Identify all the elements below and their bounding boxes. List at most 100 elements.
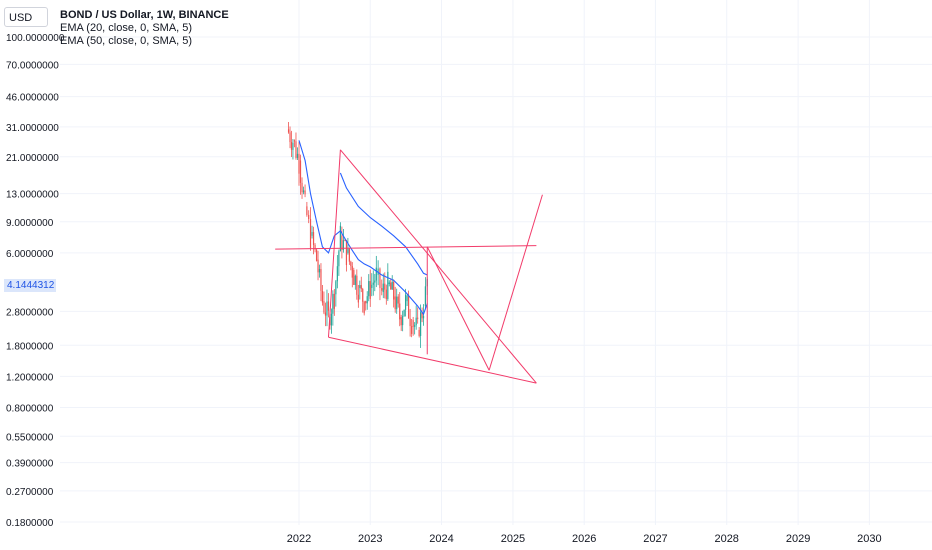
time-axis: 2022 2023 2024 2025 2026 2027 2028 2029 2030 xyxy=(287,533,882,545)
candle-body xyxy=(422,315,425,319)
candle-body xyxy=(335,281,337,295)
candle-body xyxy=(289,132,291,143)
chart-legend: BOND / US Dollar, 1W, BINANCE EMA (20, c… xyxy=(60,9,229,48)
candle-body xyxy=(345,240,348,266)
candle-body xyxy=(359,285,361,288)
candle-body xyxy=(327,301,330,311)
candle-body xyxy=(315,249,318,261)
candle-body xyxy=(400,317,402,326)
candle-body xyxy=(347,248,349,253)
candle-body xyxy=(341,235,343,250)
x-tick-label: 2027 xyxy=(643,533,667,545)
y-tick-label: 70.0000000 xyxy=(6,60,59,71)
candle-body xyxy=(384,283,386,290)
candle-body xyxy=(396,296,398,310)
trendline[interactable] xyxy=(275,245,537,250)
x-tick-label: 2025 xyxy=(501,533,525,545)
candle-body xyxy=(402,316,404,326)
y-tick-label: 21.0000000 xyxy=(6,153,59,164)
candle-body xyxy=(390,282,392,290)
candle-body xyxy=(408,295,410,319)
grid xyxy=(60,0,932,525)
candles xyxy=(287,122,428,348)
candle-body xyxy=(348,248,350,262)
candle-body xyxy=(292,142,294,150)
trendline[interactable] xyxy=(340,149,537,384)
candle-body xyxy=(314,244,316,250)
candle-body xyxy=(356,275,358,295)
candle-body xyxy=(323,301,325,313)
candle-body xyxy=(320,269,322,291)
trendline[interactable] xyxy=(327,149,341,338)
candle-body xyxy=(375,267,377,281)
x-tick-label: 2022 xyxy=(287,533,311,545)
candle-body xyxy=(308,214,310,219)
current-price-label: 4.1444312 xyxy=(4,279,56,292)
candle-body xyxy=(411,326,413,334)
candle-body xyxy=(339,225,341,252)
candle-body xyxy=(306,206,308,215)
candle-body xyxy=(387,271,389,300)
candle-body xyxy=(336,266,338,282)
candle-body xyxy=(302,190,305,193)
trendline[interactable] xyxy=(488,194,543,371)
trendlines xyxy=(275,149,543,384)
y-tick-label: 9.0000000 xyxy=(6,218,54,229)
candle-body xyxy=(393,281,395,300)
candle-body xyxy=(391,281,393,290)
candle-body xyxy=(360,285,362,289)
candle-body xyxy=(353,270,355,285)
candle-body xyxy=(299,160,302,183)
candle-body xyxy=(385,289,387,300)
candle-body xyxy=(417,317,419,319)
y-tick-label: 0.3900000 xyxy=(6,459,54,470)
candle-body xyxy=(415,317,417,326)
candle-body xyxy=(333,293,335,309)
candle-body xyxy=(357,294,359,303)
currency-selector[interactable]: USD xyxy=(4,7,48,27)
candle-body xyxy=(371,284,373,288)
y-tick-label: 31.0000000 xyxy=(6,123,59,134)
candle-body xyxy=(368,281,370,297)
ema20-legend[interactable]: EMA (20, close, 0, SMA, 5) xyxy=(60,22,193,34)
ema-line-1 xyxy=(339,172,428,276)
candle-body xyxy=(381,288,383,291)
candle-body xyxy=(350,261,352,267)
candle-body xyxy=(379,268,381,289)
trendline[interactable] xyxy=(328,336,537,384)
candle-body xyxy=(424,286,426,307)
x-tick-label: 2023 xyxy=(358,533,382,545)
candle-body xyxy=(317,259,319,273)
candle-body xyxy=(369,281,371,299)
candle-body xyxy=(374,280,376,283)
y-tick-label: 0.2700000 xyxy=(6,487,54,498)
y-tick-label: 1.2000000 xyxy=(6,372,54,383)
candle-body xyxy=(420,312,422,336)
candle-body xyxy=(409,318,411,327)
candle-body xyxy=(342,240,345,250)
candle-body xyxy=(388,282,390,285)
y-tick-label: 46.0000000 xyxy=(6,93,59,104)
x-tick-label: 2030 xyxy=(857,533,881,545)
candle-body xyxy=(418,329,420,336)
x-tick-label: 2029 xyxy=(786,533,810,545)
ema50-legend[interactable]: EMA (50, close, 0, SMA, 5) xyxy=(60,35,193,47)
x-tick-label: 2026 xyxy=(572,533,596,545)
candle-body xyxy=(296,153,299,158)
candle-body xyxy=(321,290,324,303)
candle-body xyxy=(309,218,312,248)
candle-body xyxy=(298,153,300,174)
price-axis: 100.0000000 70.0000000 46.0000000 31.000000… xyxy=(6,33,65,529)
trendline[interactable] xyxy=(426,246,490,371)
candle-body xyxy=(312,232,315,245)
x-tick-label: 2028 xyxy=(714,533,738,545)
candle-body xyxy=(421,312,423,319)
y-tick-label: 13.0000000 xyxy=(6,190,59,201)
candle-body xyxy=(304,190,306,195)
candle-body xyxy=(330,313,333,326)
y-tick-label: 2.8000000 xyxy=(6,307,54,318)
candle-body xyxy=(326,301,328,316)
y-tick-label: 0.5500000 xyxy=(6,432,54,443)
candle-body xyxy=(366,296,368,304)
